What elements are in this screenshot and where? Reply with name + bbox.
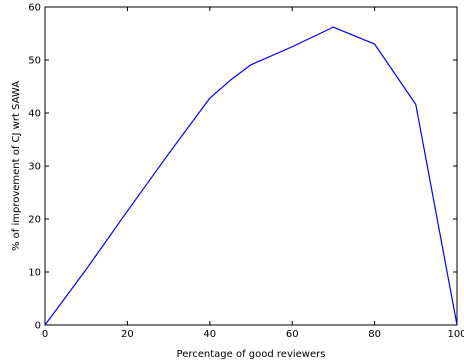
x-tick-label: 80 — [368, 329, 381, 340]
y-axis-label: % of improvement of CJ wrt SAWA — [11, 81, 22, 251]
x-ticks: 0 20 40 60 80 100 — [42, 7, 464, 340]
plot-area — [44, 6, 458, 326]
series-line — [44, 26, 458, 326]
y-tick-label: 40 — [28, 109, 41, 120]
y-tick-label: 60 — [28, 3, 41, 14]
x-tick-label: 60 — [286, 329, 299, 340]
x-axis-label: Percentage of good reviewers — [177, 349, 326, 360]
y-ticks: 0 10 20 30 40 50 60 — [28, 3, 457, 332]
y-tick-label: 20 — [28, 215, 41, 226]
y-tick-label: 30 — [28, 162, 41, 173]
series-layer — [44, 26, 458, 326]
y-tick-label: 0 — [35, 321, 41, 332]
x-tick-label: 100 — [447, 329, 464, 340]
x-tick-label: 0 — [42, 329, 48, 340]
x-tick-label: 20 — [121, 329, 134, 340]
y-tick-label: 50 — [28, 56, 41, 67]
x-tick-label: 40 — [203, 329, 216, 340]
y-tick-label: 10 — [28, 268, 41, 279]
